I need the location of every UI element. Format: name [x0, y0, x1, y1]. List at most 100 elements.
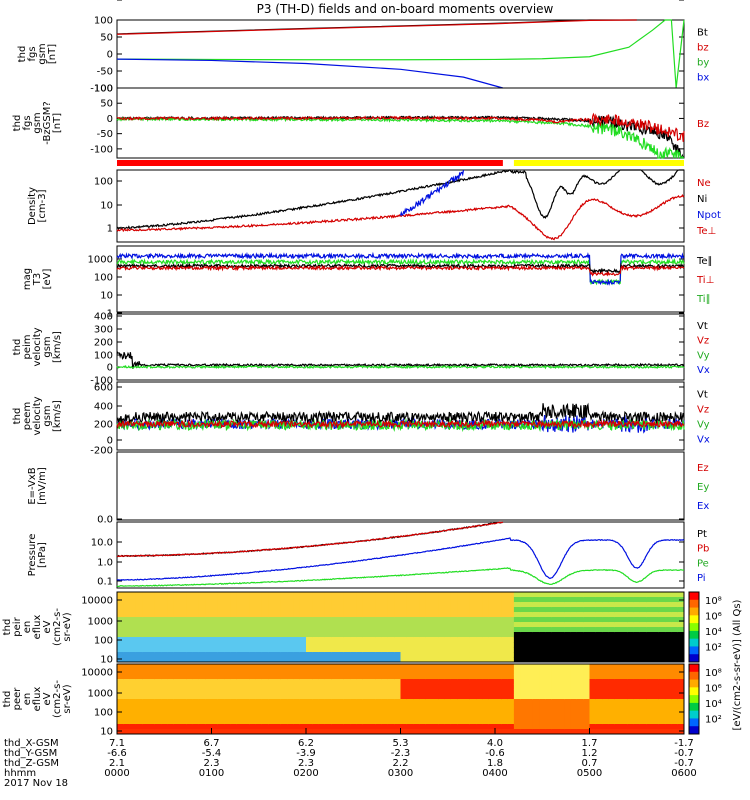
ion-spectrogram-cell	[495, 632, 502, 638]
electron-spectrogram-cell	[217, 679, 225, 685]
electron-spectrogram-cell	[658, 684, 666, 690]
ion-spectrogram-cell	[513, 637, 521, 643]
electron-spectrogram-cell	[513, 729, 521, 735]
electron-spectrogram-cell	[381, 704, 389, 710]
ivel-tick-label: 400	[94, 312, 113, 323]
electron-spectrogram-cell	[652, 724, 660, 730]
ion-spectrogram-cell	[293, 647, 301, 653]
ion-spectrogram-cell	[280, 647, 288, 653]
ion-spectrogram-cell	[230, 657, 238, 663]
ion-spectrogram-cell	[406, 637, 414, 643]
electron-spectrogram-cell	[432, 684, 439, 690]
ion-spectrogram-cell	[520, 622, 527, 628]
electron-spectrogram-cell	[614, 699, 622, 705]
ion-spectrogram-cell	[457, 627, 464, 633]
electron-spectrogram-cell	[154, 714, 162, 720]
electron-spectrogram-cell	[438, 729, 446, 735]
ion-spectrogram-cell	[432, 637, 439, 643]
electron-spectrogram-cell	[432, 689, 439, 695]
electron-spectrogram-cell	[501, 674, 509, 680]
ion-spectrogram-cell	[224, 652, 231, 658]
ion-spectrogram-cell	[627, 617, 635, 623]
electron-spectrogram-cell	[230, 679, 238, 685]
electron-spectrogram-cell	[658, 704, 666, 710]
ion-spectrogram-cell	[154, 622, 162, 628]
electron-spectrogram-cell	[501, 704, 509, 710]
electron-spectrogram-cell	[608, 664, 616, 670]
electron-spectrogram-cell	[633, 694, 641, 700]
electron-spectrogram-cell	[413, 704, 420, 710]
electron-spectrogram-cell	[532, 724, 540, 730]
electron-spectrogram-cell	[450, 719, 458, 725]
electron-spectrogram-cell	[589, 719, 597, 725]
electron-spectrogram-cell	[520, 724, 527, 730]
electron-spectrogram-cell	[123, 724, 131, 730]
ion-spectrogram-cell	[249, 622, 257, 628]
ion-spectrogram-cell	[526, 617, 534, 623]
electron-spectrogram-cell	[526, 664, 534, 670]
ion-spectrogram-cell	[173, 652, 181, 658]
ion-spectrogram-cell	[558, 612, 565, 618]
ion-spectrogram-cell	[614, 612, 622, 618]
ion-spectrogram-cell	[362, 602, 370, 608]
temp-legend-item: Ti⊥	[696, 275, 714, 286]
ion-spectrogram-cell	[180, 652, 187, 658]
electron-spectrogram-cell	[488, 664, 496, 670]
electron-spectrogram-cell	[633, 709, 641, 715]
ion-spectrogram-cell	[652, 617, 660, 623]
electron-spectrogram-cell	[236, 684, 244, 690]
ion-spectrogram-cell	[583, 632, 590, 638]
ion-spectrogram-cell	[425, 607, 433, 613]
ion-spectrogram-cell	[324, 642, 332, 648]
ion-spectrogram-cell	[343, 657, 351, 663]
ion-spectrogram-cell	[243, 607, 250, 613]
electron-spectrogram-cell	[350, 709, 357, 715]
electron-spectrogram-cell	[576, 674, 584, 680]
electron-spectrogram-cell	[173, 704, 181, 710]
electron-spectrogram-cell	[394, 714, 401, 720]
electron-spectrogram-cell	[205, 699, 212, 705]
ion-spectrogram-cell	[432, 632, 439, 638]
ion-spectrogram-cell	[576, 642, 584, 648]
electron-spectrogram-cell	[394, 709, 401, 715]
ion-spectrogram-cell	[123, 607, 131, 613]
electron-spectrogram-cell	[627, 714, 635, 720]
ion-spectrogram-cell	[205, 652, 212, 658]
ion-spectrogram-cell	[526, 622, 534, 628]
electron-spectrogram-cell	[671, 729, 679, 735]
ion-spectrogram-cell	[255, 607, 263, 613]
electron-spectrogram-cell	[280, 674, 288, 680]
ion-spectrogram-cell	[526, 592, 534, 598]
ion-spectrogram-cell	[406, 642, 414, 648]
ion-spectrogram-cell	[595, 637, 603, 643]
electron-spectrogram-cell	[198, 724, 206, 730]
temp-ylabel: T3	[32, 273, 43, 286]
ion-spectrogram-cell	[526, 632, 534, 638]
electron-spectrogram-cell	[438, 724, 446, 730]
ion-spectrogram-cell	[356, 602, 364, 608]
ion-spectrogram-cell	[362, 597, 370, 603]
electron-spectrogram-cell	[646, 679, 653, 685]
ion-spectrogram-cell	[394, 617, 401, 623]
electron-spectrogram-cell	[444, 674, 452, 680]
electron-spectrogram-cell	[142, 699, 149, 705]
electron-spectrogram-cell	[457, 699, 464, 705]
electron-spectrogram-cell	[318, 684, 326, 690]
electron-spectrogram-cell	[387, 699, 395, 705]
ion-spectrogram-cell	[274, 632, 282, 638]
ion-spectrogram-cell	[419, 622, 427, 628]
electron-spectrogram-cell	[558, 684, 565, 690]
electron-spectrogram-cell	[123, 719, 131, 725]
ion-spectrogram-cell	[356, 647, 364, 653]
electron-spectrogram-cell	[564, 714, 572, 720]
electron-spectrogram-cell	[205, 729, 212, 735]
electron-spectrogram-cell	[507, 724, 515, 730]
temp-frame	[116, 245, 685, 313]
electron-spectrogram-cell	[387, 694, 395, 700]
ion-spectrogram-cell	[261, 607, 269, 613]
evel-legend-item: Vy	[697, 420, 710, 431]
ion-spectrogram-cell	[161, 592, 168, 598]
ion-spectrogram-cell	[476, 652, 483, 658]
ion-spectrogram-cell	[129, 637, 137, 643]
ion-spectrogram-cell	[375, 627, 383, 633]
